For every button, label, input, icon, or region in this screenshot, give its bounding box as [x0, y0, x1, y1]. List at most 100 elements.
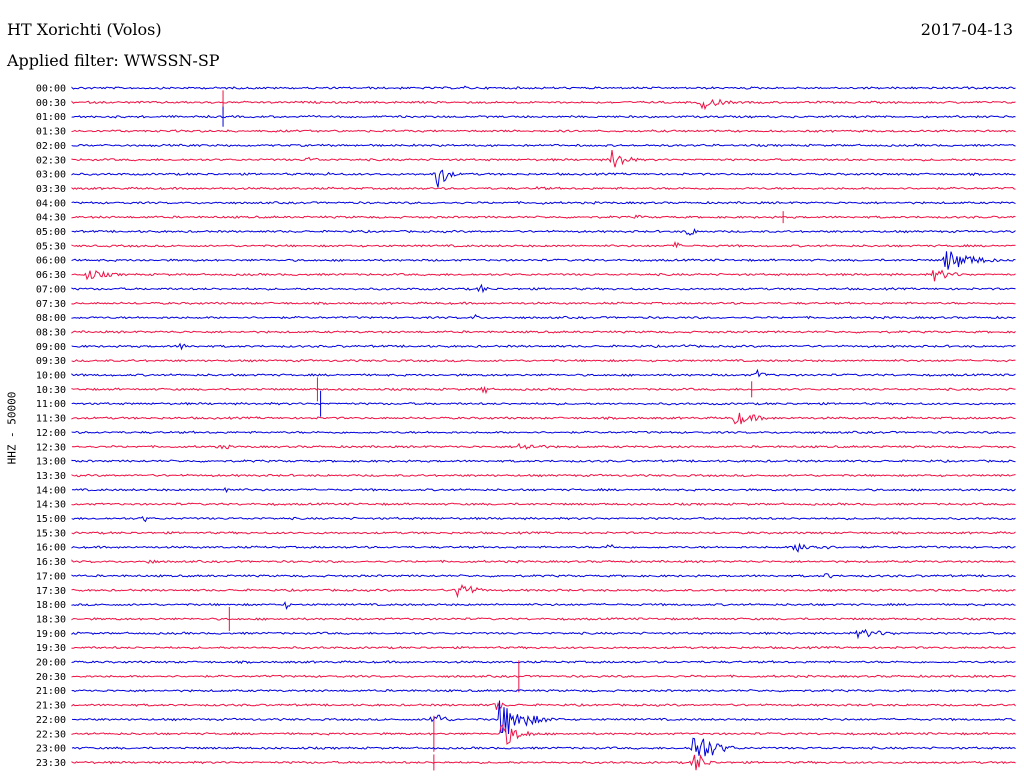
time-label-2230: 22:30 — [36, 729, 66, 740]
time-label-0200: 02:00 — [36, 141, 66, 152]
trace-1400 — [71, 486, 1016, 494]
time-label-1330: 13:30 — [36, 471, 66, 482]
time-label-1230: 12:30 — [36, 442, 66, 453]
time-label-1130: 11:30 — [36, 414, 66, 425]
trace-1630 — [71, 559, 1016, 564]
time-label-2200: 22:00 — [36, 715, 66, 726]
time-label-2300: 23:00 — [36, 744, 66, 755]
time-label-1800: 18:00 — [36, 600, 66, 611]
trace-2000 — [71, 660, 1016, 664]
trace-0200 — [71, 143, 1016, 148]
time-label-1030: 10:30 — [36, 385, 66, 396]
time-label-0700: 07:00 — [36, 284, 66, 295]
time-label-0100: 01:00 — [36, 112, 66, 123]
trace-1600 — [71, 542, 1016, 553]
trace-1800 — [71, 601, 1016, 610]
trace-1730 — [71, 583, 1016, 599]
trace-1230 — [71, 442, 1016, 450]
trace-0330 — [71, 185, 1016, 191]
trace-1300 — [71, 459, 1016, 463]
trace-0230 — [71, 150, 1016, 168]
trace-0400 — [71, 200, 1016, 205]
trace-1000 — [71, 368, 1016, 378]
trace-1900 — [71, 628, 1016, 640]
time-label-1630: 16:30 — [36, 557, 66, 568]
time-label-0000: 00:00 — [36, 84, 66, 95]
trace-0430 — [71, 214, 1016, 219]
time-label-0430: 04:30 — [36, 213, 66, 224]
time-label-2130: 21:30 — [36, 701, 66, 712]
time-label-1400: 14:00 — [36, 485, 66, 496]
time-label-1200: 12:00 — [36, 428, 66, 439]
trace-2330 — [71, 754, 1016, 771]
trace-0700 — [71, 283, 1016, 294]
time-label-0230: 02:30 — [36, 155, 66, 166]
time-label-0400: 04:00 — [36, 198, 66, 209]
trace-0300 — [71, 169, 1016, 188]
trace-lines — [71, 85, 1016, 771]
time-label-0300: 03:00 — [36, 170, 66, 181]
trace-2200 — [71, 700, 1016, 735]
time-label-0600: 06:00 — [36, 256, 66, 267]
time-label-0630: 06:30 — [36, 270, 66, 281]
trace-0830 — [71, 330, 1016, 334]
time-label-1730: 17:30 — [36, 586, 66, 597]
trace-1030 — [71, 385, 1016, 395]
trace-1200 — [71, 430, 1016, 435]
trace-0000 — [71, 85, 1016, 90]
trace-2100 — [71, 688, 1016, 693]
trace-1830 — [71, 617, 1016, 621]
trace-2230 — [71, 724, 1016, 745]
time-label-0530: 05:30 — [36, 241, 66, 252]
time-label-0330: 03:30 — [36, 184, 66, 195]
time-label-1300: 13:00 — [36, 457, 66, 468]
trace-1530 — [71, 531, 1016, 535]
trace-1330 — [71, 473, 1016, 478]
trace-0800 — [71, 313, 1016, 320]
trace-2030 — [71, 674, 1016, 679]
trace-0600 — [71, 251, 1016, 270]
time-tick-labels: 00:00 00:30 01:00 01:30 02:00 02:30 03:00 03:30… — [36, 84, 66, 769]
trace-0530 — [71, 241, 1016, 249]
trace-0500 — [71, 227, 1016, 236]
trace-1430 — [71, 502, 1016, 506]
time-label-0730: 07:30 — [36, 299, 66, 310]
filter-label: Applied filter: WWSSN-SP — [7, 51, 220, 70]
time-label-2100: 21:00 — [36, 686, 66, 697]
trace-0630 — [71, 269, 1016, 282]
time-label-1500: 15:00 — [36, 514, 66, 525]
trace-1130 — [71, 412, 1016, 425]
time-label-1700: 17:00 — [36, 571, 66, 582]
time-label-2030: 20:30 — [36, 672, 66, 683]
time-label-1900: 19:00 — [36, 629, 66, 640]
trace-1930 — [71, 645, 1016, 650]
trace-0130 — [71, 129, 1016, 133]
time-label-2000: 20:00 — [36, 658, 66, 669]
time-label-0800: 08:00 — [36, 313, 66, 324]
time-label-1430: 14:30 — [36, 500, 66, 511]
time-label-0830: 08:30 — [36, 327, 66, 338]
trace-0930 — [71, 358, 1016, 363]
time-label-0500: 05:00 — [36, 227, 66, 238]
time-label-1100: 11:00 — [36, 399, 66, 410]
trace-1700 — [71, 573, 1016, 579]
time-label-0930: 09:30 — [36, 356, 66, 367]
trace-1500 — [71, 515, 1016, 523]
trace-0900 — [71, 342, 1016, 351]
trace-2300 — [71, 737, 1016, 757]
trace-0100 — [71, 114, 1016, 119]
time-label-0900: 09:00 — [36, 342, 66, 353]
trace-1100 — [71, 401, 1016, 406]
time-label-0130: 01:30 — [36, 127, 66, 138]
time-label-1000: 10:00 — [36, 371, 66, 382]
time-label-2330: 23:30 — [36, 758, 66, 769]
trace-0730 — [71, 301, 1016, 306]
trace-0030 — [71, 98, 1016, 111]
time-label-1830: 18:30 — [36, 614, 66, 625]
time-label-0030: 00:30 — [36, 98, 66, 109]
time-label-1530: 15:30 — [36, 528, 66, 539]
station-title: HT Xorichti (Volos) — [7, 20, 162, 39]
record-date: 2017-04-13 — [920, 20, 1013, 39]
time-label-1930: 19:30 — [36, 643, 66, 654]
